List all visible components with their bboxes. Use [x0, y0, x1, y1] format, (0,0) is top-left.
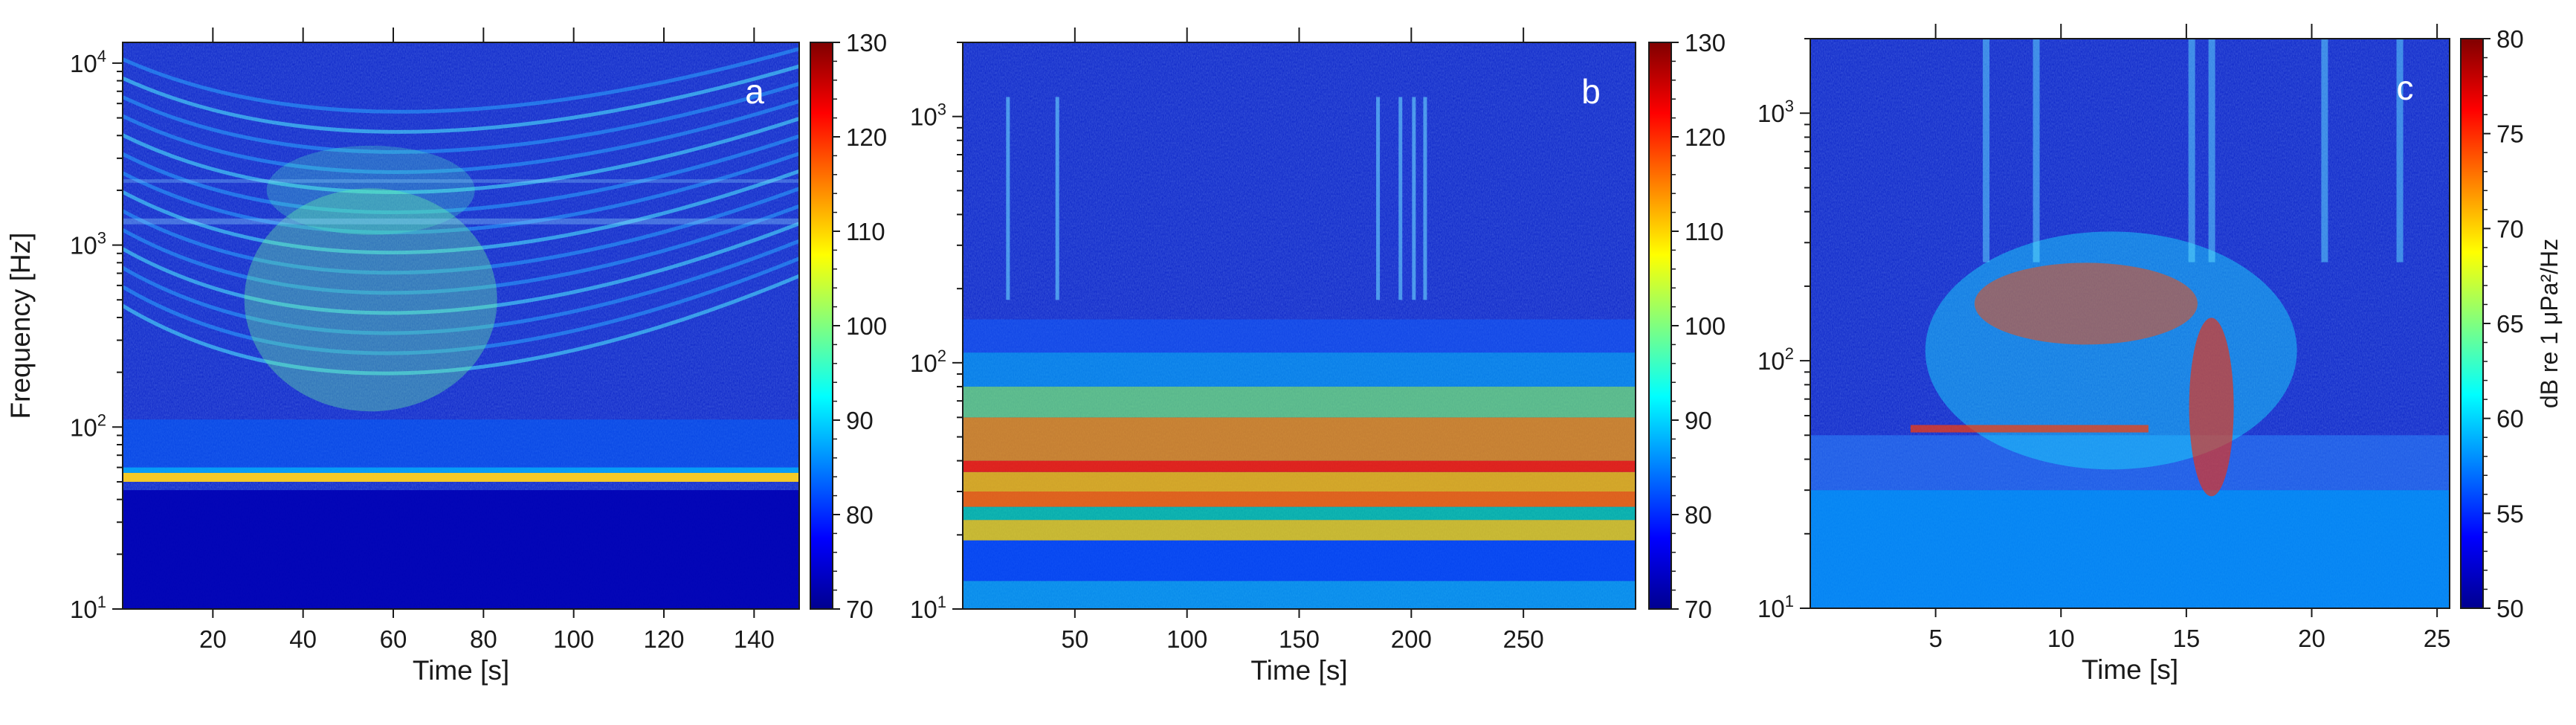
x-tick-label: 5 [1928, 625, 1942, 652]
y-tick-label: 102 [1757, 344, 1794, 375]
spectrogram-image-c [1810, 39, 2450, 608]
colorbar-tick-label: 110 [1685, 218, 1724, 245]
colorbar-tick-label: 65 [2496, 310, 2524, 338]
colorbar-tick-label: 60 [2496, 405, 2524, 433]
colorbar-tick-label: 90 [846, 407, 874, 434]
x-axis-label: Time [s] [413, 655, 509, 686]
x-tick-label: 20 [199, 625, 227, 653]
y-tick-label: 102 [910, 347, 946, 377]
colorbar-tick-label: 90 [1685, 407, 1712, 434]
panel-a: 20 40 60 80 100 120 140 101 102 103 104 Time [s] Fre… [5, 28, 887, 686]
x-axis-label: Time [s] [2082, 654, 2178, 685]
colorbar-tick-label: 130 [846, 29, 887, 57]
x-tick-label: 100 [1166, 625, 1207, 653]
axes-frame-c [1810, 38, 2450, 609]
panel-b: 50 100 150 200 250 101 102 103 Time [s] b 70 80 90 10… [910, 28, 1726, 686]
colorbar-tick-label: 80 [2496, 25, 2524, 53]
y-tick-label: 103 [910, 100, 946, 131]
y-tick-label: 102 [70, 410, 106, 441]
colorbar-tick-label: 55 [2496, 500, 2524, 527]
colorbar-tick-label: 75 [2496, 120, 2524, 148]
colorbar-tick-label: 80 [1685, 501, 1712, 529]
colorbar-tick-label: 50 [2496, 595, 2524, 622]
colorbar-tick-label: 70 [1685, 596, 1712, 623]
colorbar-tick-label: 100 [846, 312, 887, 340]
x-tick-label: 100 [553, 625, 594, 653]
x-tick-label: 250 [1503, 625, 1544, 653]
spectrogram-image-a [123, 42, 799, 609]
y-tick-label: 101 [1757, 592, 1794, 622]
colorbar-tick-label: 130 [1685, 29, 1726, 57]
colorbar-tick-label: 120 [846, 123, 887, 151]
colorbar-tick-label: 80 [846, 501, 874, 529]
x-tick-label: 40 [289, 625, 317, 653]
x-tick-label: 60 [380, 625, 407, 653]
y-tick-label: 101 [910, 593, 946, 623]
x-tick-label: 200 [1391, 625, 1432, 653]
x-tick-label: 15 [2173, 625, 2201, 652]
panel-c: 5 10 15 20 25 101 102 103 Time [s] c 50 55 60 65 70 75 8… [1757, 24, 2563, 685]
colorbar-tick-label: 70 [846, 596, 874, 623]
x-tick-label: 10 [2047, 625, 2075, 652]
y-tick-label: 103 [70, 229, 106, 260]
colorbar-tick-label: 110 [846, 218, 885, 245]
colorbar-tick-label: 100 [1685, 312, 1726, 340]
x-tick-label: 50 [1061, 625, 1088, 653]
colorbar-tick-label: 70 [2496, 215, 2524, 242]
panel-label-c: c [2397, 68, 2414, 107]
colorbar-b [1648, 42, 1672, 610]
x-tick-label: 150 [1279, 625, 1320, 653]
y-tick-label: 103 [1757, 97, 1794, 127]
axes-frame-a [122, 42, 800, 610]
x-tick-label: 120 [643, 625, 684, 653]
x-tick-label: 20 [2298, 625, 2325, 652]
x-tick-label: 80 [470, 625, 497, 653]
panel-label-a: a [745, 72, 764, 111]
x-tick-label: 25 [2424, 625, 2451, 652]
colorbar-a [810, 42, 833, 610]
y-tick-label: 101 [70, 593, 106, 623]
y-axis-label: Frequency [Hz] [5, 233, 36, 419]
x-axis-label: Time [s] [1250, 655, 1347, 686]
colorbar-c [2460, 38, 2484, 609]
colorbar-tick-label: 120 [1685, 123, 1726, 151]
spectrogram-image-b [963, 42, 1636, 609]
colorbar-label: dB re 1 μPa²/Hz [2536, 239, 2563, 408]
x-tick-label: 140 [734, 625, 775, 653]
panel-label-b: b [1581, 72, 1601, 111]
y-tick-label: 104 [70, 47, 106, 77]
